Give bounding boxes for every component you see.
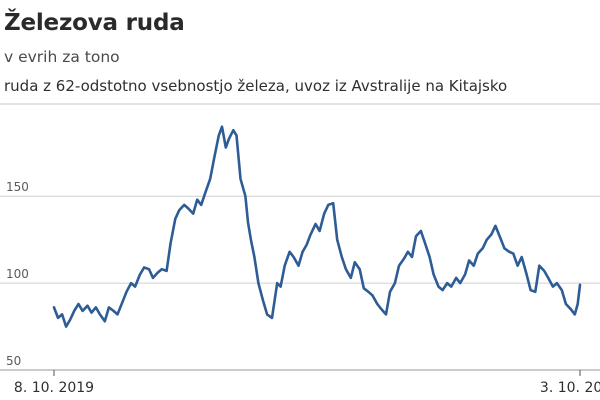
gridlines	[0, 195, 600, 371]
x-axis: 8. 10. 2019 3. 10. 2024	[14, 370, 600, 396]
y-tick-label: 100	[6, 267, 29, 281]
x-tick-label: 8. 10. 2019	[14, 380, 94, 396]
x-tick-label: 3. 10. 2024	[540, 380, 600, 396]
chart-title: Železova ruda	[4, 10, 185, 36]
chart-subtitle: v evrih za tono	[4, 48, 120, 66]
y-axis-tick-labels: 50 100 150	[6, 180, 29, 368]
y-tick-label: 150	[6, 180, 29, 194]
y-tick-label: 50	[6, 354, 21, 368]
chart-note: ruda z 62-odstotno vsebnostjo železa, uv…	[4, 77, 508, 95]
series-line	[52, 125, 582, 328]
